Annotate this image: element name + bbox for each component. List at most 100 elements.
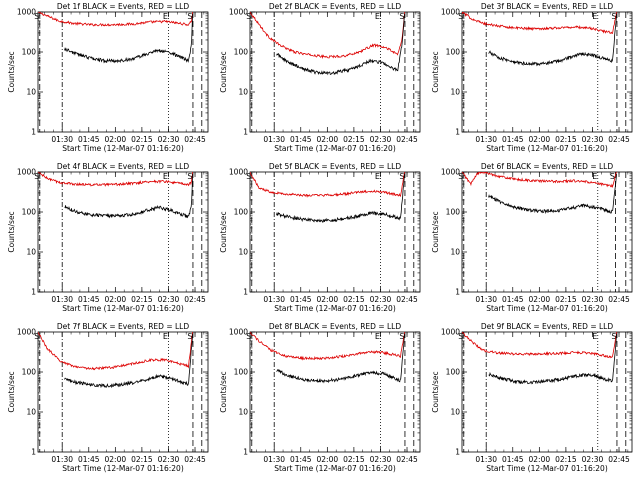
marker-label: S: [611, 332, 616, 341]
marker-label: S: [34, 12, 39, 21]
x-tick-label: 02:00: [529, 455, 551, 464]
x-tick-label: 01:45: [502, 455, 524, 464]
y-tick-label: 10: [238, 408, 248, 417]
y-tick-label: 1000: [17, 8, 36, 17]
plot-frame: [37, 11, 209, 133]
panel-title: Det 8f BLACK = Events, RED = LLD: [269, 322, 402, 331]
x-tick-label: 01:45: [290, 455, 312, 464]
y-tick-label: 10: [26, 88, 36, 97]
x-tick-label: 01:45: [78, 455, 100, 464]
y-tick-label: 100: [22, 48, 37, 57]
panel-2: Det 2f BLACK = Events, RED = LLD 1 10 100 10…: [219, 2, 421, 153]
marker-label: E: [375, 172, 380, 181]
events-series-line: [276, 173, 406, 224]
x-tick-label: 01:30: [51, 455, 73, 464]
panel-3: Det 3f BLACK = Events, RED = LLD 1 10 100 10…: [431, 2, 633, 153]
y-tick-label: 1000: [229, 168, 248, 177]
events-series-line: [276, 333, 406, 384]
marker-label: E: [592, 12, 597, 21]
lld-series-line: [38, 12, 194, 27]
marker-label: S: [187, 12, 192, 21]
x-tick-label: 02:30: [158, 135, 180, 144]
x-tick-label: 01:45: [502, 135, 524, 144]
y-tick-label: 100: [234, 208, 249, 217]
x-tick-label: 01:30: [475, 455, 497, 464]
lld-series-line: [38, 332, 194, 371]
y-tick-label: 1: [455, 448, 460, 457]
x-tick-label: 01:30: [51, 135, 73, 144]
lld-series-line: [462, 12, 618, 35]
x-tick-label: 02:30: [582, 135, 604, 144]
y-tick-label: 1: [243, 288, 248, 297]
x-axis-label: Start Time (12-Mar-07 01:16:20): [62, 464, 184, 473]
x-tick-label: 01:30: [263, 295, 285, 304]
x-tick-label: 02:15: [343, 455, 365, 464]
x-tick-label: 02:45: [396, 295, 418, 304]
panel-9: Det 9f BLACK = Events, RED = LLD 1 10 100 10…: [431, 322, 633, 473]
x-tick-label: 02:15: [131, 295, 153, 304]
x-tick-label: 02:15: [343, 295, 365, 304]
x-tick-label: 02:45: [184, 455, 206, 464]
marker-label: S: [246, 172, 251, 181]
lld-series-line: [38, 172, 194, 187]
y-axis-label: Counts/sec: [431, 51, 440, 92]
events-series-line: [488, 333, 618, 385]
panel-title: Det 9f BLACK = Events, RED = LLD: [481, 322, 614, 331]
marker-label: S: [458, 332, 463, 341]
y-tick-label: 100: [446, 208, 461, 217]
y-tick-label: 10: [26, 248, 36, 257]
y-tick-label: 100: [234, 368, 249, 377]
x-tick-label: 01:45: [290, 295, 312, 304]
y-axis-label: Counts/sec: [431, 371, 440, 412]
marker-label: E: [375, 12, 380, 21]
x-tick-label: 01:45: [78, 135, 100, 144]
x-tick-label: 02:45: [184, 135, 206, 144]
y-axis-label: Counts/sec: [7, 211, 16, 252]
y-tick-label: 100: [22, 208, 37, 217]
x-tick-label: 02:15: [131, 455, 153, 464]
panel-title: Det 2f BLACK = Events, RED = LLD: [269, 2, 402, 11]
panel-title: Det 4f BLACK = Events, RED = LLD: [57, 162, 190, 171]
plot-frame: [461, 171, 633, 293]
y-tick-label: 100: [446, 368, 461, 377]
lld-series-line: [462, 332, 618, 359]
x-tick-label: 02:00: [529, 295, 551, 304]
lld-series-line: [250, 12, 406, 60]
marker-label: S: [34, 332, 39, 341]
y-tick-label: 1: [455, 288, 460, 297]
x-tick-label: 02:45: [184, 295, 206, 304]
lld-series-line: [462, 172, 618, 189]
y-tick-label: 100: [22, 368, 37, 377]
lld-series-line: [250, 172, 406, 198]
x-tick-label: 02:45: [608, 295, 630, 304]
plot-frame: [249, 171, 421, 293]
marker-label: S: [399, 332, 404, 341]
y-axis-label: Counts/sec: [7, 371, 16, 412]
panel-7: Det 7f BLACK = Events, RED = LLD 1 10 100 10…: [7, 322, 209, 473]
y-tick-label: 10: [450, 248, 460, 257]
y-axis-label: Counts/sec: [219, 211, 228, 252]
lld-series-line: [250, 332, 406, 361]
x-tick-label: 02:00: [105, 295, 127, 304]
x-tick-label: 02:15: [343, 135, 365, 144]
plot-frame: [461, 331, 633, 453]
x-tick-label: 02:30: [582, 455, 604, 464]
y-tick-label: 100: [234, 48, 249, 57]
y-tick-label: 10: [26, 408, 36, 417]
y-tick-label: 10: [450, 408, 460, 417]
marker-label: E: [592, 172, 597, 181]
marker-label: S: [399, 12, 404, 21]
x-tick-label: 02:30: [370, 135, 392, 144]
x-tick-label: 02:15: [555, 135, 577, 144]
marker-label: S: [187, 332, 192, 341]
marker-label: E: [163, 12, 168, 21]
x-tick-label: 02:15: [555, 295, 577, 304]
y-tick-label: 1000: [229, 328, 248, 337]
marker-label: S: [611, 12, 616, 21]
x-tick-label: 01:30: [475, 135, 497, 144]
y-tick-label: 10: [238, 88, 248, 97]
plot-frame: [37, 171, 209, 293]
x-tick-label: 01:30: [475, 295, 497, 304]
marker-label: S: [246, 332, 251, 341]
